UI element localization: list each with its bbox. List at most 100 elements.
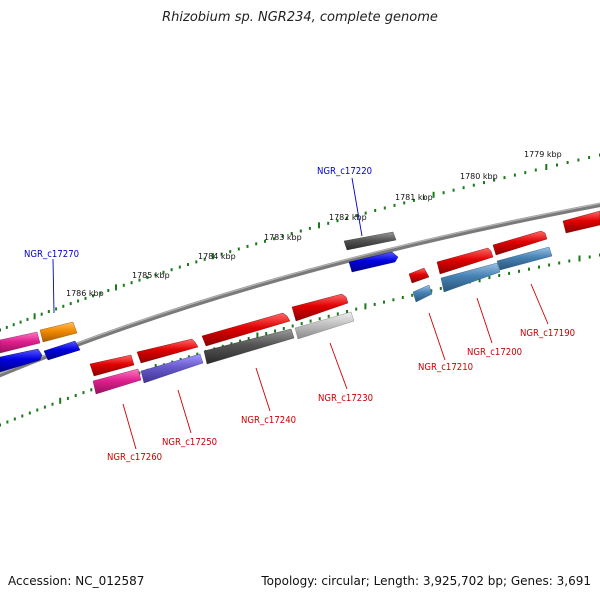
ruler-dot	[90, 388, 93, 392]
ruler-dot	[538, 265, 540, 269]
ruler-dot	[272, 237, 275, 241]
ruler-dot	[327, 314, 330, 318]
gene-arrow[interactable]	[39, 321, 78, 343]
gene-arrow[interactable]	[0, 348, 43, 373]
ruler-label: 1784 kbp	[198, 252, 236, 261]
ruler-dot	[577, 158, 580, 162]
ruler-dot	[51, 402, 54, 406]
ruler-dot	[77, 299, 80, 303]
gene-arrow[interactable]	[291, 293, 349, 322]
gene-arrow[interactable]	[89, 354, 135, 377]
ruler-major-tick	[318, 222, 320, 229]
ruler-dot	[36, 408, 39, 412]
ruler-major-tick	[256, 332, 259, 339]
ruler-dot	[452, 188, 455, 192]
accession-text: Accession: NC_012587	[8, 574, 145, 588]
ruler-label: 1780 kbp	[460, 172, 498, 181]
ruler-dot	[393, 203, 396, 207]
ruler-dot	[138, 371, 141, 375]
ruler-dot	[6, 420, 9, 424]
ruler-dot	[493, 178, 496, 182]
map-title: Rhizobium sp. NGR234, complete genome	[162, 10, 438, 25]
ruler-dot	[345, 216, 348, 220]
ruler-dot	[346, 310, 348, 313]
gene-arrow[interactable]	[348, 251, 399, 273]
ruler-dot	[488, 276, 491, 280]
leader-line	[255, 367, 271, 412]
ruler-dot	[508, 271, 511, 275]
gene-arrow[interactable]	[136, 338, 199, 364]
ruler-dot	[26, 317, 29, 321]
ruler-dot	[255, 242, 258, 246]
ruler-dot	[291, 324, 294, 328]
ruler-label: 1785 kbp	[132, 271, 170, 280]
gene-arrow[interactable]	[92, 368, 142, 395]
ruler-dot	[138, 278, 141, 282]
gene-arrow[interactable]	[440, 262, 501, 293]
gene-arrow[interactable]	[496, 246, 553, 271]
gene-label[interactable]: NGR_c17230	[318, 393, 373, 404]
gene-arrow[interactable]	[412, 284, 433, 303]
ruler-dot	[246, 244, 249, 248]
ruler-dot	[274, 329, 276, 333]
leader-line	[530, 283, 549, 325]
ruler-dot	[412, 198, 415, 202]
gene-label[interactable]: NGR_c17240	[241, 415, 296, 426]
ruler-dot	[170, 268, 173, 272]
gene-arrow[interactable]	[562, 210, 600, 234]
ruler-dot	[411, 293, 414, 297]
ruler-major-tick	[578, 255, 581, 262]
gene-arrow[interactable]	[492, 230, 548, 256]
ruler-dot	[309, 319, 312, 323]
ruler-dot	[62, 304, 65, 308]
gene-arrow[interactable]	[294, 311, 355, 340]
ruler-dot	[336, 219, 339, 223]
gene-features	[0, 210, 600, 395]
ruler-dot	[154, 273, 157, 277]
ruler-dot	[19, 320, 22, 324]
ruler-dot	[203, 257, 206, 261]
gene-arrow[interactable]	[140, 353, 204, 384]
gene-arrow[interactable]	[408, 267, 430, 284]
ruler-dot	[300, 322, 303, 326]
ruler-dot	[247, 337, 250, 341]
ruler-dot	[374, 209, 377, 212]
ruler-dot	[556, 163, 558, 167]
ruler-major-tick	[432, 191, 435, 198]
ruler-dot	[43, 405, 46, 409]
gene-arrow[interactable]	[436, 247, 494, 275]
ruler-label: 1779 kbp	[524, 150, 562, 159]
ruler-dot	[566, 161, 569, 164]
ruler-major-tick	[33, 313, 36, 320]
ruler-major-tick	[59, 397, 62, 404]
gene-label[interactable]: NGR_c17190	[520, 328, 575, 339]
gene-arrow[interactable]	[43, 340, 81, 361]
ruler-dot	[55, 307, 58, 311]
ruler-dot	[281, 234, 284, 238]
ruler-dot	[84, 296, 87, 300]
gene-arrow[interactable]	[203, 328, 295, 365]
ruler-dot	[513, 173, 516, 177]
ruler-dot	[290, 232, 293, 235]
ruler-dot	[442, 191, 445, 195]
gene-label[interactable]: NGR_c17200	[467, 347, 522, 358]
gene-label[interactable]: NGR_c17220	[317, 166, 372, 177]
ruler-label: 1781 kbp	[395, 193, 433, 202]
leader-line	[122, 403, 137, 450]
gene-label[interactable]: NGR_c17210	[418, 362, 473, 373]
label-leaders	[52, 177, 549, 450]
ruler-dot	[0, 328, 1, 332]
ruler-dot	[196, 352, 199, 356]
gene-label[interactable]: NGR_c17270	[24, 249, 79, 260]
ruler-dot	[187, 355, 190, 359]
ruler-dot	[195, 260, 198, 264]
leader-line	[329, 342, 348, 390]
ruler-dot	[503, 176, 506, 180]
gene-arrow[interactable]	[343, 231, 397, 251]
gene-arrow[interactable]	[201, 312, 291, 347]
gene-arrow[interactable]	[0, 331, 41, 354]
gene-label[interactable]: NGR_c17260	[107, 452, 162, 463]
gene-label[interactable]: NGR_c17250	[162, 437, 217, 448]
ruler-dot	[318, 317, 321, 321]
